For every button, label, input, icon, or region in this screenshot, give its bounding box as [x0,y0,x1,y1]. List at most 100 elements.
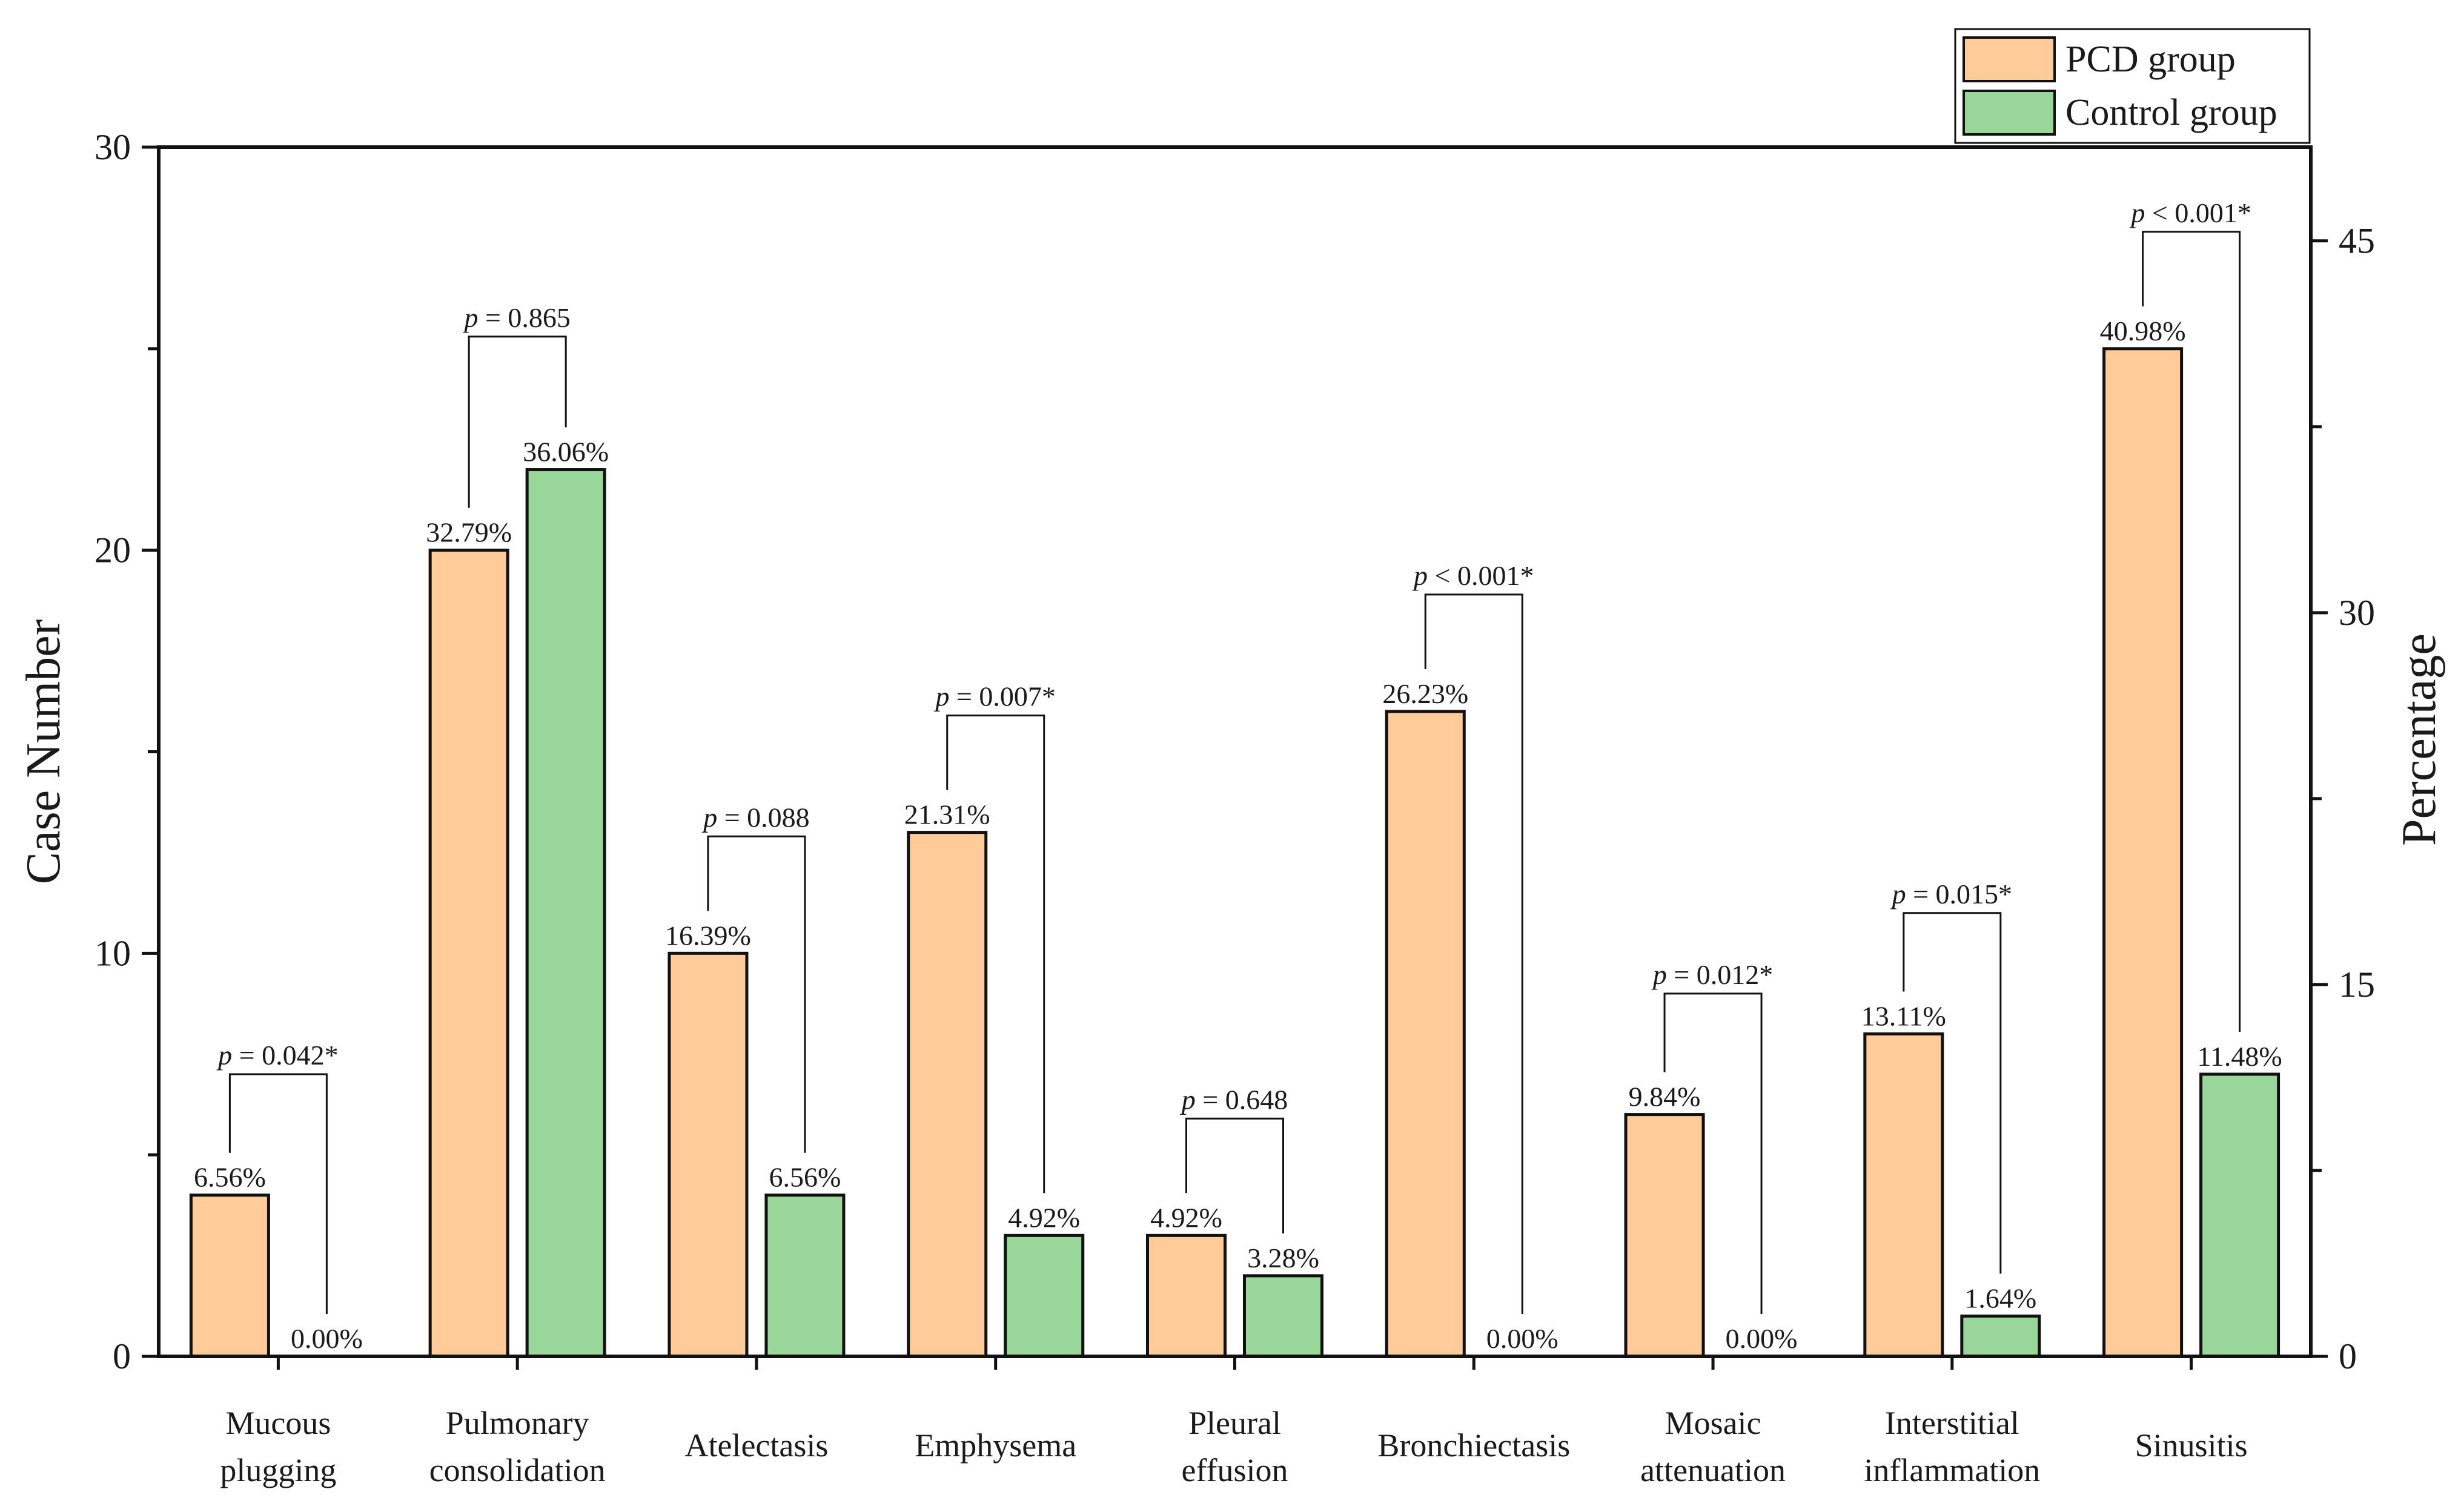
p-value-bracket [1903,912,2002,1274]
y2-tick-label: 30 [2339,593,2375,633]
legend-swatch-control [1963,90,2056,136]
plot-frame [157,145,2313,1358]
x-category-label-line: Pleural [1188,1405,1281,1441]
y-axis-title: Case Number [17,619,70,885]
p-value-text: = 0.648 [1196,1084,1288,1115]
bar-data-label: 26.23% [1382,678,1468,709]
x-category-label-line: Interstitial [1885,1405,2019,1441]
bar-data-label: 1.64% [1964,1283,2036,1313]
p-value-label: p = 0.015* [1890,879,2012,910]
y2-tick-label: 45 [2339,221,2375,261]
p-value-bracket [707,835,806,1153]
p-value-symbol: p [933,681,949,712]
bar-control-group [764,1193,846,1358]
y2-axis-title: Percentage [2393,633,2446,846]
y2-tick-label: 0 [2339,1336,2357,1376]
x-category-label: Pleural effusion [1182,1405,1288,1488]
bar-data-label: 40.98% [2100,315,2186,346]
p-value-text: = 0.088 [717,802,809,833]
x-category-label-line: effusion [1182,1452,1288,1488]
p-value-label: p = 0.088 [701,802,809,833]
bar-pcd-group [667,951,749,1358]
p-value-symbol: p [216,1040,232,1071]
bar-pcd-group [1863,1032,1944,1358]
p-value-symbol: p [1412,560,1428,591]
p-value-symbol: p [1890,879,1906,910]
p-value-text: = 0.865 [478,302,570,333]
legend-swatch-pcd [1963,36,2056,82]
x-category-label: Pulmonary consolidation [429,1405,606,1488]
bar-pcd-group [2102,347,2184,1358]
bar-pcd-group [189,1193,270,1358]
bar-control-group [1243,1274,1323,1358]
x-category-label-line: Bronchiectasis [1377,1427,1570,1464]
bar-pcd-group [1146,1233,1227,1358]
bar-data-label: 9.84% [1629,1081,1701,1112]
p-value-bracket [228,1073,328,1314]
bar-data-label: 3.28% [1247,1243,1319,1273]
bar-data-label: 21.31% [904,799,990,830]
y2-tick-label: 15 [2339,965,2375,1005]
x-category-label-line: Emphysema [915,1427,1076,1464]
bar-data-label: 6.56% [194,1162,266,1193]
p-value-symbol: p [462,302,478,333]
p-value-text: < 0.001* [2145,197,2251,228]
p-value-bracket [1185,1117,1284,1233]
x-category-label-line: Mucous [225,1405,331,1441]
p-value-label: p = 0.012* [1651,959,1773,990]
p-value-bracket [468,335,567,508]
p-value-text: = 0.042* [232,1040,338,1071]
p-value-label: p = 0.042* [216,1040,338,1071]
x-category-label: Interstitial inflammation [1864,1405,2040,1488]
p-value-text: = 0.012* [1667,959,1773,990]
bar-data-label: 11.48% [2198,1041,2282,1072]
y-tick-label: 30 [94,127,131,167]
p-value-text: = 0.007* [949,681,1055,712]
p-value-symbol: p [2129,197,2145,228]
p-value-bracket [1663,992,1763,1314]
legend-label-control: Control group [2065,92,2277,133]
bar-data-label: 4.92% [1008,1202,1080,1233]
bar-pcd-group [1385,710,1466,1358]
p-value-symbol: p [701,802,717,833]
bar-control-group [1960,1314,2041,1358]
x-category-label-line: attenuation [1640,1452,1786,1488]
x-category-label: Atelectasis [684,1427,828,1464]
p-value-label: p = 0.648 [1180,1084,1288,1115]
bar-data-label: 32.79% [426,517,512,548]
p-value-text: < 0.001* [1428,560,1534,591]
p-value-text: = 0.015* [1906,879,2012,910]
p-value-label: p = 0.007* [933,681,1055,712]
p-value-bracket [946,715,1045,1193]
y-tick-label: 0 [113,1336,131,1376]
y-tick-label: 10 [94,933,131,973]
x-category-label: Emphysema [915,1427,1076,1464]
bar-data-label: 36.06% [523,437,609,467]
x-category-label-line: Pulmonary [446,1405,589,1441]
bar-data-label: 0.00% [1726,1323,1798,1354]
bar-data-label: 13.11% [1861,1000,1946,1031]
x-category-label-line: inflammation [1864,1452,2040,1488]
bar-data-label: 4.92% [1150,1202,1222,1233]
bar-pcd-group [428,549,509,1358]
x-category-label-line: plugging [220,1452,336,1488]
bar-control-group [2199,1072,2280,1358]
p-value-bracket [1424,593,1523,1314]
y-tick-label: 20 [94,530,131,570]
p-value-symbol: p [1651,959,1667,990]
bar-data-label: 0.00% [291,1323,363,1354]
p-value-label: p < 0.001* [2129,197,2251,228]
bar-pcd-group [907,831,988,1358]
p-value-symbol: p [1180,1084,1196,1115]
bar-pcd-group [1624,1113,1705,1358]
p-value-label: p < 0.001* [1412,560,1534,591]
bar-control-group [1004,1233,1085,1358]
x-category-label-line: Atelectasis [684,1427,828,1464]
bar-control-group [525,468,606,1358]
legend-label-pcd: PCD group [2065,39,2236,80]
x-category-label-line: Mosaic [1665,1405,1761,1441]
plot-area: 6.56% 0.00% Mucous plugging p = 0.042* 32.79%… [17,127,2446,1488]
bar-data-label: 6.56% [769,1162,841,1193]
legend: PCD group Control group [1954,28,2311,144]
